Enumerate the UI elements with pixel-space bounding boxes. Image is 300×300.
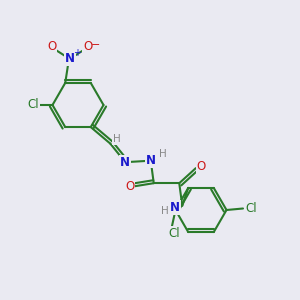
Text: N: N (120, 156, 130, 169)
Text: H: H (161, 206, 169, 216)
Text: N: N (170, 201, 180, 214)
Text: Cl: Cl (245, 202, 257, 215)
Text: N: N (146, 154, 156, 166)
Text: O: O (83, 40, 92, 53)
Text: H: H (160, 149, 167, 159)
Text: H: H (113, 134, 121, 144)
Text: Cl: Cl (168, 227, 180, 240)
Text: O: O (125, 180, 134, 193)
Text: +: + (73, 48, 81, 58)
Text: N: N (65, 52, 75, 65)
Text: Cl: Cl (28, 98, 39, 112)
Text: O: O (47, 40, 56, 53)
Text: −: − (91, 40, 101, 50)
Text: O: O (196, 160, 206, 173)
